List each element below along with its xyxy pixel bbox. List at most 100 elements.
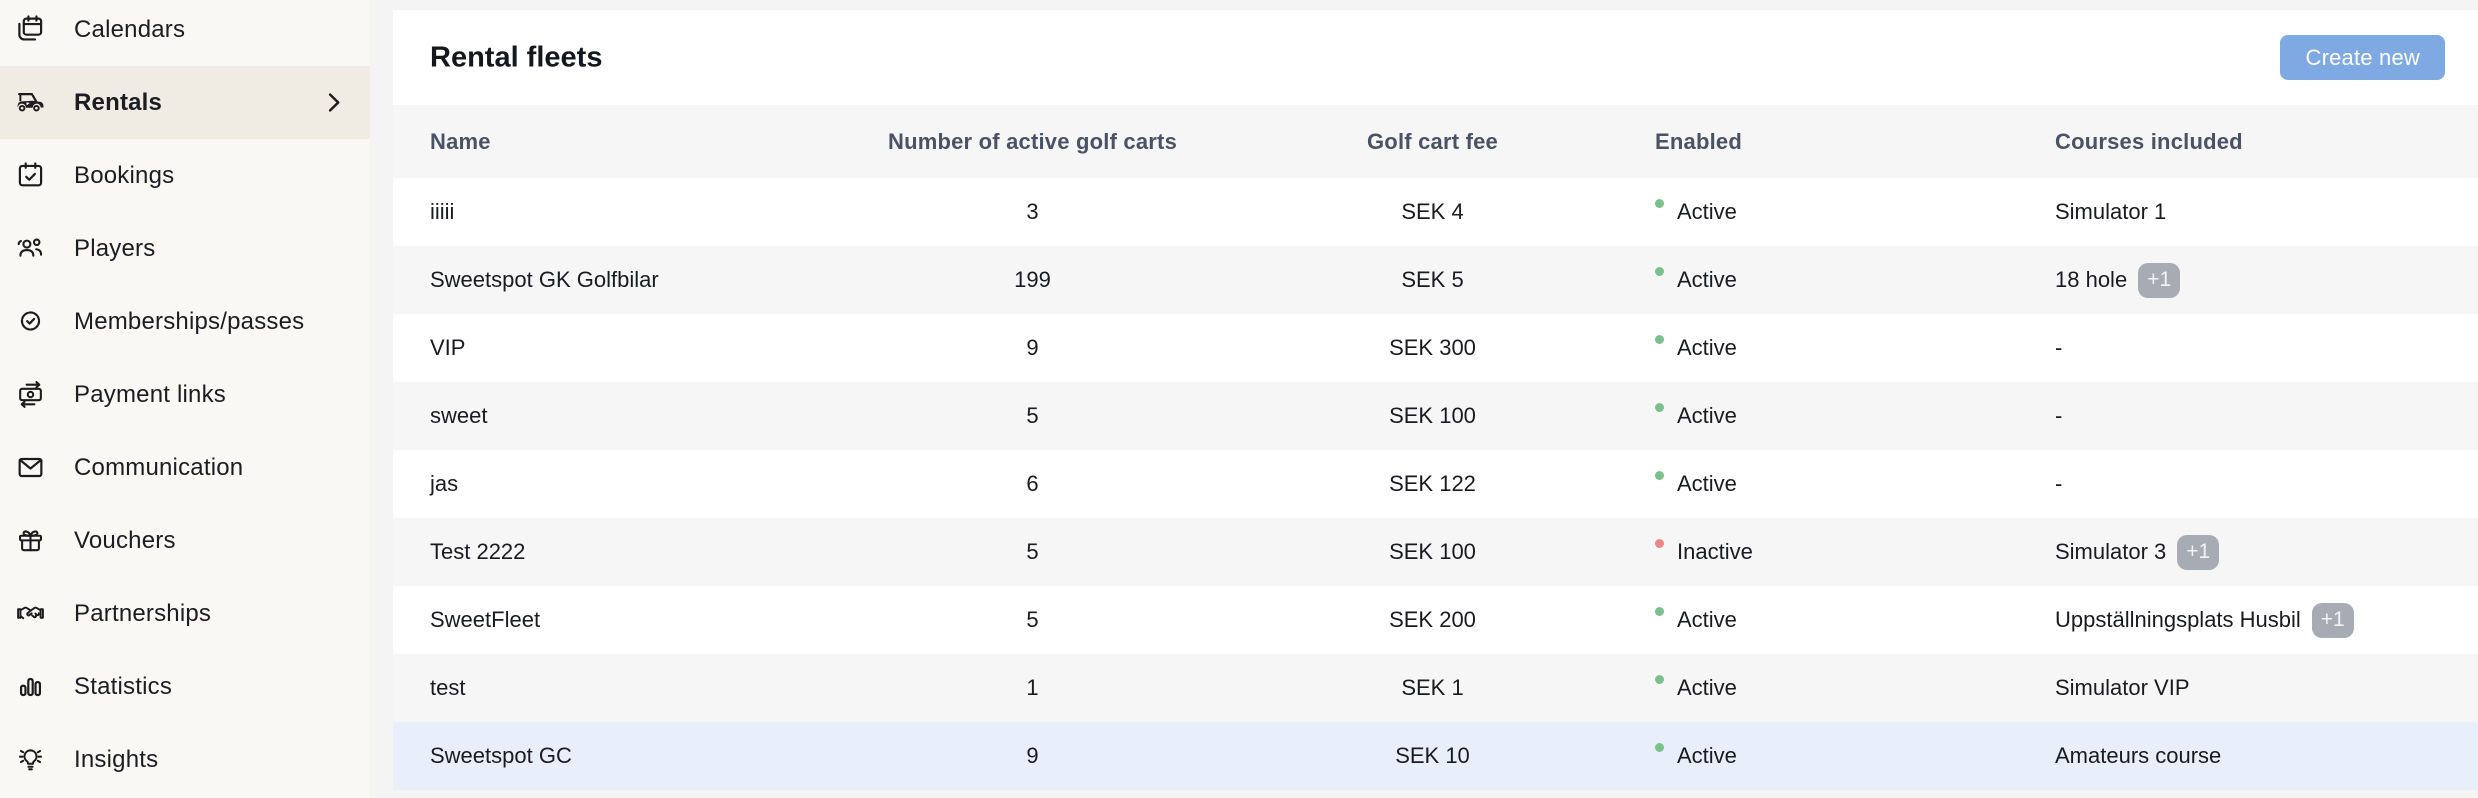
active-carts-cell: 1 <box>1026 675 1039 700</box>
table-row[interactable]: test 1 SEK 1 Active Simulator VIP <box>393 654 2478 722</box>
status-label: Active <box>1677 675 1737 700</box>
table-row[interactable]: jas 6 SEK 122 Active - <box>393 450 2478 518</box>
sidebar-item-partnerships[interactable]: Partnerships <box>0 577 370 650</box>
panel-header: Rental fleets Create new <box>393 10 2478 105</box>
table-row[interactable]: VIP 9 SEK 300 Active - <box>393 314 2478 382</box>
status-cell: Active <box>1655 402 2055 429</box>
course-label: Simulator VIP <box>2055 675 2190 700</box>
table-row[interactable]: Sweetspot GC 9 SEK 10 Active Amateurs co… <box>393 722 2478 790</box>
gift-icon <box>15 525 46 556</box>
course-label: - <box>2055 471 2063 496</box>
course-label: - <box>2055 335 2063 360</box>
fleet-name-cell: jas <box>430 471 459 496</box>
column-header-fee: Golf cart fee <box>1367 128 1498 154</box>
sidebar-item-memberships-passes[interactable]: Memberships/passes <box>0 285 370 358</box>
status-dot <box>1655 198 1664 208</box>
column-header-courses: Courses included <box>2055 128 2243 154</box>
fee-cell: SEK 10 <box>1395 743 1470 768</box>
courses-cell: - <box>2055 403 2478 429</box>
status-label: Active <box>1677 403 1737 428</box>
handshake-icon <box>15 598 46 629</box>
column-header-name: Name <box>430 128 491 154</box>
sidebar-item-label: Vouchers <box>74 526 176 554</box>
courses-cell: - <box>2055 471 2478 497</box>
courses-cell: Simulator VIP <box>2055 675 2478 701</box>
status-label: Active <box>1677 267 1737 292</box>
lightbulb-icon <box>15 744 46 775</box>
players-icon <box>15 233 46 264</box>
table-row[interactable]: Test 2222 5 SEK 100 Inactive Simulator 3… <box>393 518 2478 586</box>
page-title: Rental fleets <box>430 41 603 73</box>
table-row[interactable]: sweet 5 SEK 100 Active - <box>393 382 2478 450</box>
create-new-button[interactable]: Create new <box>2280 35 2445 80</box>
active-carts-cell: 5 <box>1026 539 1039 564</box>
status-cell: Active <box>1655 606 2055 633</box>
badge-check-icon <box>15 306 46 337</box>
sidebar-item-label: Partnerships <box>74 599 212 627</box>
calendars-icon <box>15 14 46 45</box>
fee-cell: SEK 4 <box>1401 199 1464 224</box>
fee-cell: SEK 122 <box>1389 471 1476 496</box>
fee-cell: SEK 1 <box>1401 675 1464 700</box>
active-carts-cell: 5 <box>1026 607 1039 632</box>
fleet-name-cell: iiiii <box>430 199 455 224</box>
fee-cell: SEK 200 <box>1389 607 1476 632</box>
sidebar-item-label: Rentals <box>74 88 163 116</box>
fee-cell: SEK 100 <box>1389 403 1476 428</box>
courses-cell: Amateurs course <box>2055 743 2478 769</box>
status-cell: Active <box>1655 266 2055 293</box>
table-body: iiiii 3 SEK 4 Active Simulator 1 Sweetsp… <box>393 178 2478 790</box>
sidebar-item-label: Payment links <box>74 380 226 408</box>
status-cell: Active <box>1655 470 2055 497</box>
fee-cell: SEK 5 <box>1401 267 1464 292</box>
status-label: Inactive <box>1677 539 1753 564</box>
status-label: Active <box>1677 199 1737 224</box>
active-carts-cell: 9 <box>1026 335 1039 360</box>
column-header-enabled: Enabled <box>1655 128 1742 154</box>
extra-courses-badge: +1 <box>2311 602 2354 638</box>
calendar-check-icon <box>15 160 46 191</box>
sidebar-item-calendars[interactable]: Calendars <box>0 0 370 66</box>
active-carts-cell: 6 <box>1026 471 1039 496</box>
course-label: Simulator 3 <box>2055 539 2167 564</box>
sidebar-item-label: Statistics <box>74 672 173 700</box>
status-cell: Inactive <box>1655 538 2055 565</box>
fleet-name-cell: VIP <box>430 335 466 360</box>
sidebar-item-insights[interactable]: Insights <box>0 723 370 796</box>
extra-courses-badge: +1 <box>2138 262 2181 298</box>
status-cell: Active <box>1655 674 2055 701</box>
extra-courses-badge: +1 <box>2177 534 2220 570</box>
table-header: Name Number of active golf carts Golf ca… <box>393 105 2478 178</box>
envelope-icon <box>15 452 46 483</box>
table-row[interactable]: SweetFleet 5 SEK 200 Active Uppställning… <box>393 586 2478 654</box>
sidebar-item-label: Players <box>74 234 156 262</box>
sidebar-item-label: Calendars <box>74 15 186 43</box>
status-cell: Active <box>1655 198 2055 225</box>
sidebar-item-bookings[interactable]: Bookings <box>0 139 370 212</box>
sidebar-item-communication[interactable]: Communication <box>0 431 370 504</box>
active-carts-cell: 9 <box>1026 743 1039 768</box>
sidebar-item-vouchers[interactable]: Vouchers <box>0 504 370 577</box>
status-dot <box>1655 402 1664 412</box>
status-label: Active <box>1677 471 1737 496</box>
course-label: Uppställningsplats Husbil <box>2055 607 2301 632</box>
sidebar: Calendars Rentals Bookings Players Membe… <box>0 0 370 798</box>
courses-cell: 18 hole +1 <box>2055 262 2478 298</box>
content-panel: Rental fleets Create new Name Number of … <box>393 10 2478 790</box>
status-dot <box>1655 470 1664 480</box>
active-carts-cell: 199 <box>1014 267 1051 292</box>
active-carts-cell: 5 <box>1026 403 1039 428</box>
status-dot <box>1655 674 1664 684</box>
column-header-active-carts: Number of active golf carts <box>887 128 1178 154</box>
active-carts-cell: 3 <box>1026 199 1039 224</box>
status-dot <box>1655 742 1664 752</box>
course-label: Amateurs course <box>2055 743 2222 768</box>
table-row[interactable]: iiiii 3 SEK 4 Active Simulator 1 <box>393 178 2478 246</box>
table-row[interactable]: Sweetspot GK Golfbilar 199 SEK 5 Active … <box>393 246 2478 314</box>
sidebar-item-payment-links[interactable]: Payment links <box>0 358 370 431</box>
sidebar-item-statistics[interactable]: Statistics <box>0 650 370 723</box>
courses-cell: Uppställningsplats Husbil +1 <box>2055 602 2478 638</box>
sidebar-item-players[interactable]: Players <box>0 212 370 285</box>
fee-cell: SEK 300 <box>1389 335 1476 360</box>
sidebar-item-rentals[interactable]: Rentals <box>0 66 370 139</box>
